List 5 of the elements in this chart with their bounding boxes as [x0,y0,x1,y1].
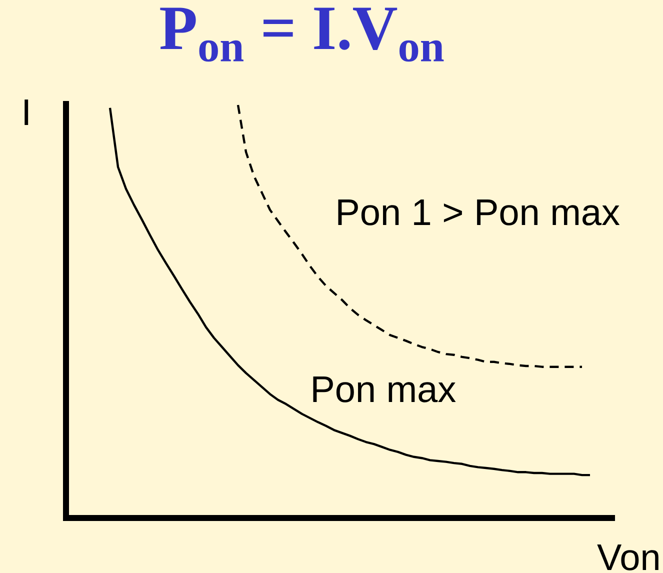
x-axis-title: Von [597,544,658,570]
series-label: Pon max [313,376,456,402]
y-axis-title: I [24,100,28,125]
series-label: Pon 1 > Pon max [338,200,620,226]
chart-title: P$_{on}$ = I.V$_{on}$ [160,8,444,62]
